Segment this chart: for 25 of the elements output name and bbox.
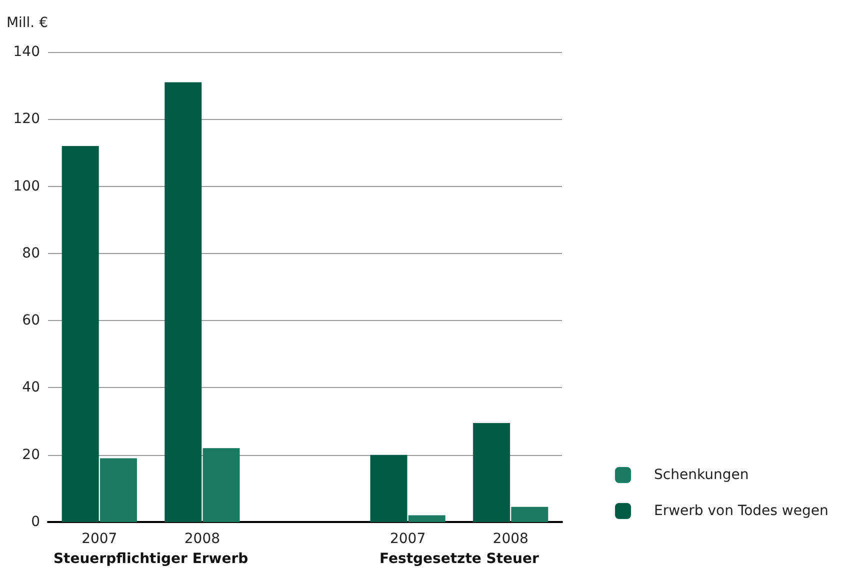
y-tick-label: 60 — [22, 312, 40, 329]
y-tick-label: 80 — [22, 245, 40, 262]
text: Steuerpflichtiger Erwerb — [53, 551, 248, 567]
y-tick-label: 100 — [13, 178, 40, 194]
x-tick-label: 2008 — [492, 531, 528, 547]
bar — [511, 506, 548, 522]
bar — [408, 515, 446, 522]
legend-label: Erwerb von Todes wegen — [654, 503, 828, 519]
legend-label: Schenkungen — [654, 467, 749, 483]
bar — [202, 448, 240, 522]
x-tick-label: 2007 — [390, 531, 426, 547]
bar — [473, 422, 510, 522]
y-tick-label: 140 — [13, 44, 40, 60]
x-tick-label: 2008 — [184, 531, 220, 547]
y-tick-label: 40 — [22, 380, 40, 396]
bar — [100, 458, 137, 522]
y-tick-label: 20 — [22, 446, 40, 463]
bar — [370, 454, 408, 522]
y-tick-label: 120 — [13, 111, 40, 128]
y-tick-label: 0 — [31, 514, 40, 530]
y-axis-title: Mill. € — [6, 15, 48, 31]
bar — [164, 82, 202, 522]
text: Festgesetzte Steuer — [379, 551, 539, 567]
x-tick-label: 2007 — [82, 531, 118, 547]
bar — [62, 146, 99, 522]
